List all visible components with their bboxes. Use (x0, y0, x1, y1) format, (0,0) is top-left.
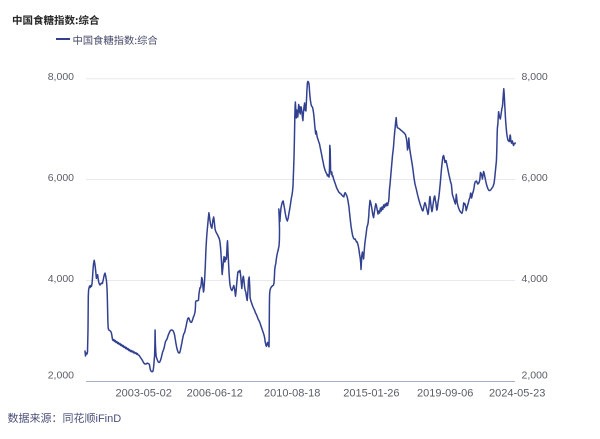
svg-text:8,000: 8,000 (522, 71, 548, 83)
svg-text:2006-06-12: 2006-06-12 (187, 387, 243, 399)
svg-text:4,000: 4,000 (48, 273, 74, 285)
svg-text:2,000: 2,000 (522, 370, 548, 382)
svg-text:6,000: 6,000 (522, 172, 548, 184)
svg-text:8,000: 8,000 (48, 71, 74, 83)
svg-text:2,000: 2,000 (48, 370, 74, 382)
svg-text:2019-09-06: 2019-09-06 (417, 387, 473, 399)
svg-text:iFinD: iFinD (96, 413, 122, 425)
svg-text:4,000: 4,000 (522, 273, 548, 285)
svg-text:6,000: 6,000 (48, 172, 74, 184)
svg-text:2010-08-18: 2010-08-18 (264, 387, 320, 399)
svg-text:2024-05-23: 2024-05-23 (489, 387, 545, 399)
svg-text:2015-01-26: 2015-01-26 (343, 387, 399, 399)
svg-text:2003-05-02: 2003-05-02 (116, 387, 172, 399)
